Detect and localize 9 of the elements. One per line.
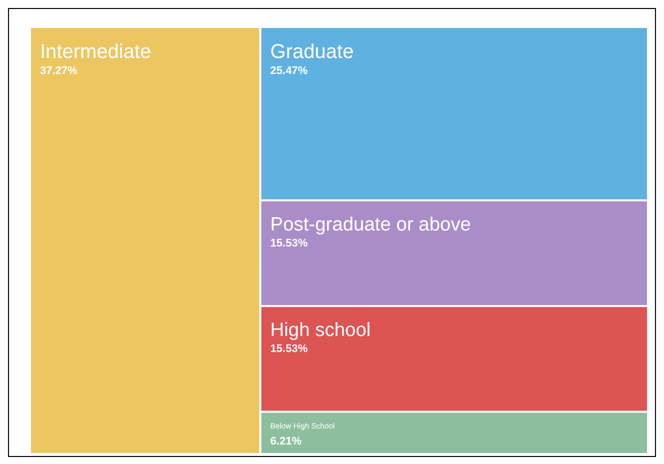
data-label: 37.27%: [40, 65, 78, 77]
category-label: Intermediate: [40, 41, 152, 63]
category-label: High school: [270, 320, 371, 342]
data-label: 15.53%: [270, 237, 308, 250]
data-label: 15.53%: [270, 343, 308, 356]
data-label: 25.47%: [270, 65, 308, 77]
category-label: Post-graduate or above: [270, 214, 472, 236]
data-label: 6.21%: [270, 436, 302, 448]
category-label: Graduate: [270, 41, 354, 63]
